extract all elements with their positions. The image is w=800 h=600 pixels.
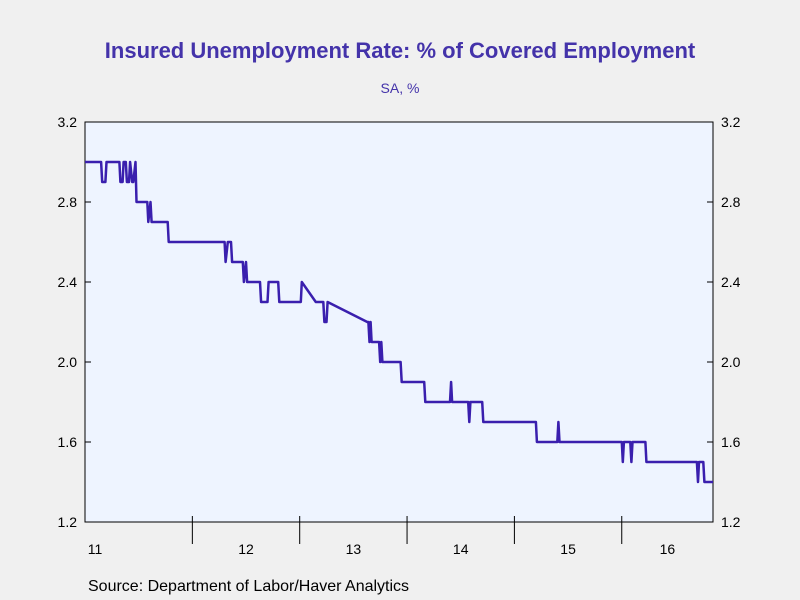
y-tick-label-right: 2.8 bbox=[721, 194, 741, 210]
y-axis-right: 1.2 1.6 2.0 2.4 2.8 3.2 bbox=[707, 114, 741, 530]
y-tick-label-right: 2.0 bbox=[721, 354, 741, 370]
x-tick-label: 11 bbox=[88, 541, 103, 557]
y-axis-left: 1.2 1.6 2.0 2.4 2.8 3.2 bbox=[58, 114, 91, 530]
y-tick-label-right: 3.2 bbox=[721, 114, 741, 130]
x-tick-label: 13 bbox=[346, 541, 362, 557]
x-tick-label: 12 bbox=[238, 541, 254, 557]
series-line bbox=[85, 160, 713, 484]
y-tick-label-left: 1.2 bbox=[58, 514, 78, 530]
x-tick-label: 15 bbox=[560, 541, 576, 557]
y-tick-label-left: 1.6 bbox=[58, 434, 78, 450]
y-tick-label-right: 1.6 bbox=[721, 434, 741, 450]
y-tick-label-right: 2.4 bbox=[721, 274, 741, 290]
y-tick-label-left: 2.4 bbox=[58, 274, 78, 290]
y-tick-label-left: 3.2 bbox=[58, 114, 78, 130]
y-tick-label-left: 2.0 bbox=[58, 354, 78, 370]
chart-subtitle: SA, % bbox=[380, 80, 420, 96]
y-tick-label-left: 2.8 bbox=[58, 194, 78, 210]
source-note: Source: Department of Labor/Haver Analyt… bbox=[88, 578, 410, 595]
x-tick-label: 16 bbox=[660, 541, 676, 557]
x-tick-label: 14 bbox=[453, 541, 469, 557]
chart-title: Insured Unemployment Rate: % of Covered … bbox=[104, 38, 696, 63]
x-axis: 11 12 13 14 15 16 bbox=[88, 516, 676, 557]
y-tick-label-right: 1.2 bbox=[721, 514, 741, 530]
plot-area bbox=[84, 121, 714, 523]
